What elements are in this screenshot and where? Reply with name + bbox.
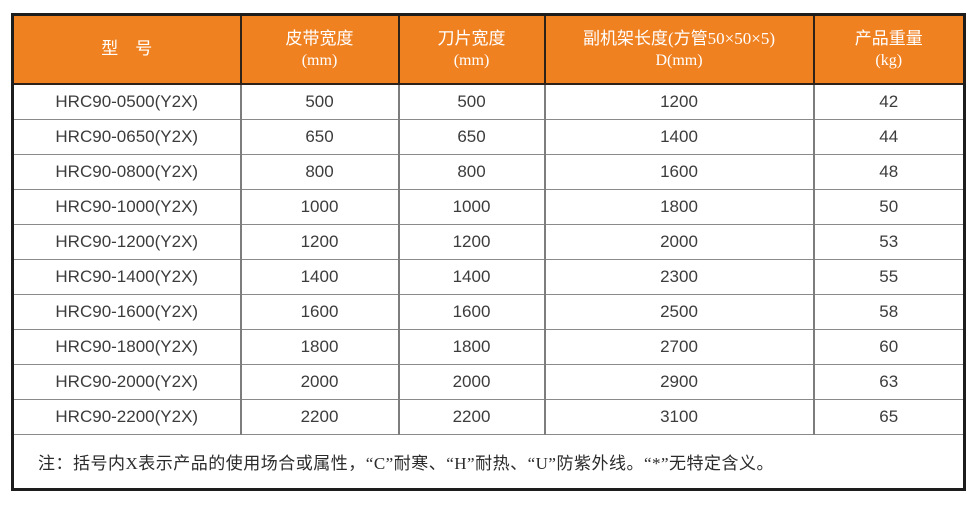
header-row: 型 号 皮带宽度 (mm) 刀片宽度 (mm) 副机架长度(方管50×50×5)… [11,13,966,85]
cell-blade-width: 1000 [397,189,546,225]
cell-blade-width: 2200 [397,399,546,435]
cell-product-weight: 48 [812,154,966,190]
cell-model: HRC90-0500(Y2X) [11,83,242,120]
column-header-model-label: 型 号 [101,39,153,59]
cell-subframe-length: 1400 [543,119,815,155]
cell-belt-width: 1400 [239,259,400,295]
cell-model: HRC90-2000(Y2X) [11,364,242,400]
cell-subframe-length: 2300 [543,259,815,295]
cell-model: HRC90-1200(Y2X) [11,224,242,260]
cell-belt-width: 2200 [239,399,400,435]
cell-subframe-length: 2000 [543,224,815,260]
cell-product-weight: 55 [812,259,966,295]
cell-belt-width: 650 [239,119,400,155]
cell-blade-width: 800 [397,154,546,190]
column-header-belt-width-label: 皮带宽度 [285,28,354,48]
cell-blade-width: 500 [397,83,546,120]
cell-subframe-length: 3100 [543,399,815,435]
column-header-blade-width-label: 刀片宽度 [437,28,506,48]
table-row: HRC90-1600(Y2X) 1600 1600 2500 58 [11,294,966,330]
cell-subframe-length: 1200 [543,83,815,120]
cell-product-weight: 50 [812,189,966,225]
column-header-blade-width: 刀片宽度 (mm) [397,13,546,85]
cell-belt-width: 1600 [239,294,400,330]
cell-belt-width: 1000 [239,189,400,225]
cell-subframe-length: 1800 [543,189,815,225]
column-header-subframe-length-label: 副机架长度(方管50×50×5) [583,28,775,48]
cell-subframe-length: 2900 [543,364,815,400]
table-row: HRC90-2200(Y2X) 2200 2200 3100 65 [11,399,966,435]
cell-product-weight: 60 [812,329,966,365]
column-header-belt-width-unit: (mm) [301,52,338,70]
cell-subframe-length: 1600 [543,154,815,190]
column-header-belt-width: 皮带宽度 (mm) [239,13,400,85]
cell-model: HRC90-1000(Y2X) [11,189,242,225]
column-header-product-weight: 产品重量 (kg) [812,13,966,85]
cell-blade-width: 1600 [397,294,546,330]
table-row: HRC90-1800(Y2X) 1800 1800 2700 60 [11,329,966,365]
cell-model: HRC90-0650(Y2X) [11,119,242,155]
column-header-product-weight-unit: (kg) [875,52,903,70]
table-row: HRC90-0500(Y2X) 500 500 1200 42 [11,83,966,120]
cell-belt-width: 1200 [239,224,400,260]
cell-blade-width: 1800 [397,329,546,365]
cell-subframe-length: 2500 [543,294,815,330]
cell-blade-width: 1400 [397,259,546,295]
table-footnote: 注：括号内X表示产品的使用场合或属性，“C”耐寒、“H”耐热、“U”防紫外线。“… [11,434,966,490]
cell-model: HRC90-1800(Y2X) [11,329,242,365]
column-header-model: 型 号 [11,13,242,85]
column-header-subframe-length: 副机架长度(方管50×50×5) D(mm) [543,13,815,85]
table-row: HRC90-1000(Y2X) 1000 1000 1800 50 [11,189,966,225]
cell-blade-width: 650 [397,119,546,155]
cell-belt-width: 500 [239,83,400,120]
table-row: HRC90-0800(Y2X) 800 800 1600 48 [11,154,966,190]
column-header-subframe-length-unit: D(mm) [655,52,703,70]
cell-model: HRC90-1400(Y2X) [11,259,242,295]
cell-belt-width: 2000 [239,364,400,400]
cell-belt-width: 1800 [239,329,400,365]
cell-belt-width: 800 [239,154,400,190]
cell-model: HRC90-1600(Y2X) [11,294,242,330]
cell-product-weight: 53 [812,224,966,260]
column-header-blade-width-unit: (mm) [453,52,490,70]
note-row: 注：括号内X表示产品的使用场合或属性，“C”耐寒、“H”耐热、“U”防紫外线。“… [11,434,966,490]
cell-product-weight: 44 [812,119,966,155]
cell-blade-width: 1200 [397,224,546,260]
table-row: HRC90-2000(Y2X) 2000 2000 2900 63 [11,364,966,400]
cell-product-weight: 42 [812,83,966,120]
cell-product-weight: 65 [812,399,966,435]
cell-model: HRC90-0800(Y2X) [11,154,242,190]
cell-model: HRC90-2200(Y2X) [11,399,242,435]
cell-product-weight: 58 [812,294,966,330]
cell-subframe-length: 2700 [543,329,815,365]
product-spec-table: 型 号 皮带宽度 (mm) 刀片宽度 (mm) 副机架长度(方管50×50×5)… [11,13,966,491]
cell-product-weight: 63 [812,364,966,400]
column-header-product-weight-label: 产品重量 [854,28,923,48]
table-row: HRC90-0650(Y2X) 650 650 1400 44 [11,119,966,155]
cell-blade-width: 2000 [397,364,546,400]
table-row: HRC90-1200(Y2X) 1200 1200 2000 53 [11,224,966,260]
table-row: HRC90-1400(Y2X) 1400 1400 2300 55 [11,259,966,295]
